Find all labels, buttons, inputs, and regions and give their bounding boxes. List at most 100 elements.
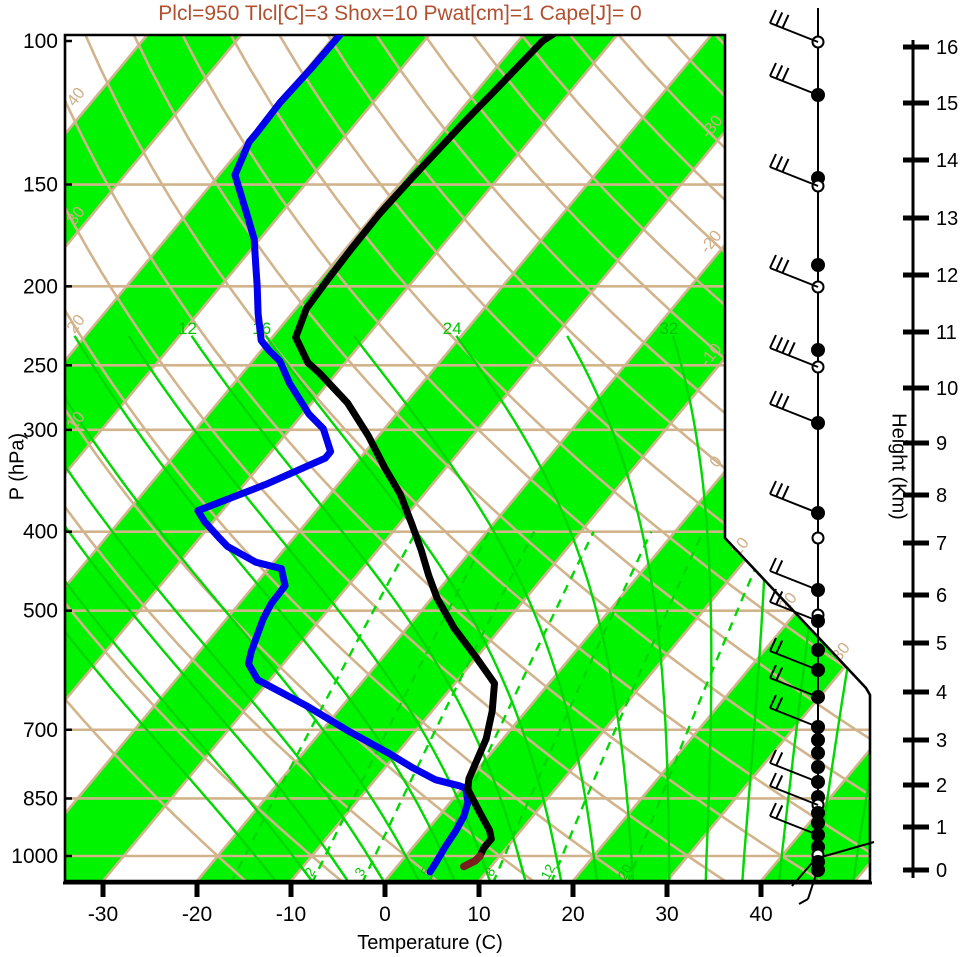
wind-barb-feather	[769, 749, 777, 764]
wind-barb-feather	[781, 67, 790, 82]
mixing-ratio-label: 3	[352, 865, 369, 879]
station-dot-open	[811, 531, 825, 545]
height-tick-label: 5	[936, 633, 947, 655]
wind-barb-feather	[775, 156, 784, 170]
pressure-tick-label: 200	[23, 275, 58, 298]
pressure-tick-label: 500	[23, 600, 58, 623]
wind-barb-feather	[775, 257, 784, 271]
height-axis-label: Height (Km)	[887, 413, 910, 520]
wind-barb-stem	[769, 570, 819, 591]
wind-barb-stem	[769, 347, 819, 368]
station-dot-filled	[811, 816, 825, 830]
wind-barb-feather	[775, 775, 784, 789]
surface-wind-barb	[807, 861, 821, 900]
wind-barb-feather	[781, 158, 790, 173]
wind-barb-feather	[775, 640, 784, 654]
height-tick-label: 13	[936, 208, 958, 230]
wind-barb-column	[769, 8, 875, 905]
surface-wind-barb	[817, 841, 875, 859]
wind-barb-stem	[769, 677, 819, 698]
temperature-axis: -30 -20 -10 0 10 20 30 40	[63, 881, 872, 926]
station-dot-filled	[811, 258, 825, 272]
pressure-tick-label: 150	[23, 174, 58, 197]
moist-adiabat-labels: 12 16 24 32	[178, 319, 678, 338]
moist-adiabat-lines	[65, 335, 870, 881]
wind-barb-stem	[769, 403, 819, 424]
wind-barb-stem	[769, 75, 819, 96]
wind-barb-stem	[769, 267, 819, 288]
wind-barb-feather	[775, 393, 784, 407]
surface-wind-barb	[791, 855, 819, 887]
wind-barb-stem	[769, 650, 819, 671]
wind-barb-feather	[769, 664, 777, 679]
moist-adiabat-label: 32	[659, 319, 678, 338]
chart-title: Plcl=950 Tlcl[C]=3 Shox=10 Pwat[cm]=1 Ca…	[158, 2, 642, 25]
height-tick-label: 11	[936, 322, 957, 344]
wind-barb-feather	[775, 337, 784, 351]
station-dot-filled	[811, 760, 825, 774]
wind-barb-feather	[769, 802, 777, 817]
height-tick-label: 8	[936, 485, 947, 507]
wind-barb-stem	[769, 785, 819, 806]
surface-wind-barb	[798, 898, 809, 905]
wind-barb-feather	[769, 588, 777, 603]
wind-barb-feather	[775, 805, 784, 819]
height-tick-label: 1	[936, 817, 947, 839]
station-dot-filled	[811, 643, 825, 657]
temperature-tick-label: 0	[379, 903, 391, 926]
height-tick-label: 7	[936, 533, 947, 555]
mixing-ratio-label: 2	[302, 865, 319, 879]
wind-barb-feather	[781, 14, 790, 29]
station-dot-filled	[811, 733, 825, 747]
temperature-tick-label: -30	[88, 903, 118, 926]
wind-barb-feather	[769, 62, 777, 77]
wind-barb-feather	[769, 254, 777, 269]
wind-barb-feather	[769, 480, 777, 495]
wind-barb-feather	[775, 591, 784, 605]
height-tick-label: 16	[936, 37, 958, 59]
wind-barb-feather	[775, 697, 784, 711]
pressure-axis: 100 150 200 250 300 400 500 700 850 1000	[11, 30, 72, 868]
height-tick-label: 6	[936, 585, 947, 607]
pressure-tick-label: 100	[23, 30, 58, 53]
height-tick-label: 14	[936, 150, 958, 172]
wind-barb-stem	[769, 815, 819, 836]
moist-adiabat-label: 12	[178, 319, 197, 338]
wind-barb-feather	[769, 390, 777, 405]
wind-barb-stem	[769, 601, 819, 622]
temperature-trace	[292, 35, 563, 860]
station-dot-filled	[811, 746, 825, 760]
moist-adiabat-label: 24	[443, 319, 462, 338]
wind-barb-feather	[769, 637, 777, 652]
temperature-tick-label: -20	[182, 903, 212, 926]
surface-parcel-marker	[460, 852, 484, 871]
wind-barb-stem	[769, 707, 819, 728]
height-tick-label: 0	[936, 860, 947, 882]
pressure-tick-label: 850	[23, 787, 58, 810]
pressure-tick-label: 400	[23, 521, 58, 544]
wind-barb-feather	[769, 153, 777, 168]
height-tick-label: 12	[936, 265, 958, 287]
temperature-tick-label: 10	[467, 903, 490, 926]
height-tick-label: 3	[936, 730, 947, 752]
mixing-ratio-label: 12	[538, 862, 558, 882]
wind-barb-feather	[775, 667, 784, 681]
wind-barb-feather	[775, 12, 784, 26]
pressure-tick-label: 300	[23, 419, 58, 442]
height-tick-label: 4	[936, 682, 947, 704]
wind-barb-stem	[769, 166, 819, 187]
pressure-axis-label: P (hPa)	[6, 432, 29, 501]
wind-barb-feather	[769, 772, 777, 787]
wind-barb-feather	[781, 259, 790, 274]
height-tick-label: 10	[936, 378, 958, 400]
temperature-tick-label: -10	[276, 903, 306, 926]
pressure-tick-label: 1000	[11, 845, 58, 868]
wind-barb-stem	[769, 493, 819, 514]
wind-barb-feather	[781, 339, 790, 354]
temperature-axis-label: Temperature (C)	[357, 932, 503, 954]
wind-barb-feather	[775, 483, 784, 497]
height-tick-label: 2	[936, 775, 947, 797]
